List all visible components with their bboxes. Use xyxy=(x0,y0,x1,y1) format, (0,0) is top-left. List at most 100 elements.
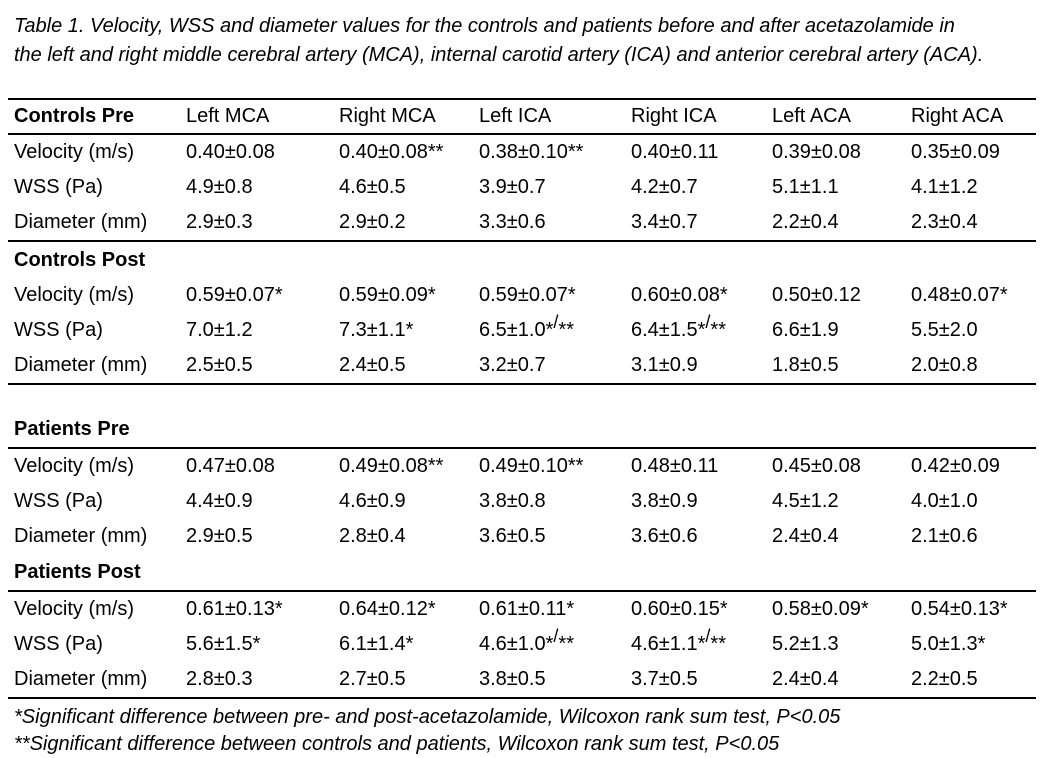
data-cell: 4.6±1.1*/** xyxy=(631,627,726,655)
data-cell: 2.9±0.5 xyxy=(186,525,253,547)
data-cell: 0.50±0.12 xyxy=(772,284,861,306)
data-cell: 2.8±0.3 xyxy=(180,662,333,699)
data-cell: 2.9±0.2 xyxy=(339,211,406,233)
data-cell: 0.58±0.09* xyxy=(772,598,869,620)
data-cell: 3.1±0.9 xyxy=(625,348,766,385)
section-gap-cell xyxy=(8,384,1036,411)
data-cell: 3.4±0.7 xyxy=(631,211,698,233)
data-cell: 5.1±1.1 xyxy=(772,176,839,198)
data-cell: 2.4±0.5 xyxy=(333,348,473,385)
data-cell: 4.9±0.8 xyxy=(186,176,253,198)
row-label: Diameter (mm) xyxy=(8,348,180,385)
data-cell: 0.35±0.09 xyxy=(911,141,1000,163)
data-cell: 0.49±0.10** xyxy=(479,455,584,477)
superscript-slash: / xyxy=(705,313,711,333)
data-cell: 2.1±0.6 xyxy=(911,525,978,547)
caption-line-2: the left and right middle cerebral arter… xyxy=(14,44,984,66)
data-cell: 5.6±1.5* xyxy=(186,633,261,655)
data-cell: 0.45±0.08 xyxy=(772,455,861,477)
header-cell-right-aca: Right ACA xyxy=(905,98,1036,135)
data-cell: 0.49±0.08** xyxy=(339,455,444,477)
data-cell: 2.4±0.4 xyxy=(766,662,905,699)
table-caption: Table 1. Velocity, WSS and diameter valu… xyxy=(14,12,1035,70)
row-label: Velocity (m/s) xyxy=(14,284,135,306)
section-gap xyxy=(8,384,1036,411)
header-cell-left-ica: Left ICA xyxy=(473,98,625,135)
data-cell: 5.5±2.0 xyxy=(911,319,978,341)
table-row: Diameter (mm) 2.9±0.3 2.9±0.2 3.3±0.6 3.4±0.… xyxy=(8,205,1036,241)
data-cell: 3.3±0.6 xyxy=(479,211,546,233)
data-cell: 4.5±1.2 xyxy=(772,490,839,512)
data-cell: 3.8±0.8 xyxy=(479,490,546,512)
data-cell: 2.0±0.8 xyxy=(905,348,1036,385)
data-cell: 4.6±0.5 xyxy=(339,176,406,198)
section-label: Patients Pre xyxy=(8,411,1036,449)
row-label: WSS (Pa) xyxy=(14,176,103,198)
data-cell: 4.6±1.0*/** xyxy=(479,627,574,655)
data-cell: 5.0±1.3* xyxy=(911,633,986,655)
data-cell: 0.60±0.15* xyxy=(631,598,728,620)
table-row: Diameter (mm) 2.5±0.5 2.4±0.5 3.2±0.7 3.1±0.… xyxy=(8,348,1036,385)
table-row: Velocity (m/s) 0.59±0.07* 0.59±0.09* 0.59±0… xyxy=(8,278,1036,313)
header-cell-controls-pre: Controls Pre xyxy=(8,98,180,135)
section-label-row: Patients Pre xyxy=(8,411,1036,449)
data-cell: 0.40±0.08** xyxy=(339,141,444,163)
data-cell: 0.47±0.08 xyxy=(186,455,275,477)
table-row: WSS (Pa) 4.4±0.9 4.6±0.9 3.8±0.8 3.8±0.9 4.5±… xyxy=(8,484,1036,519)
data-cell: 3.6±0.6 xyxy=(631,525,698,547)
table-row: Velocity (m/s) 0.61±0.13* 0.64±0.12* 0.61±0… xyxy=(8,591,1036,627)
table-row: Diameter (mm) 2.9±0.5 2.8±0.4 3.6±0.5 3.6±0.… xyxy=(8,519,1036,554)
data-cell: 0.40±0.11 xyxy=(631,141,719,163)
data-cell: 4.1±1.2 xyxy=(911,176,978,198)
superscript-slash: / xyxy=(553,313,559,333)
data-cell: 2.8±0.4 xyxy=(339,525,406,547)
results-table: Controls Pre Left MCA Right MCA Left ICA… xyxy=(8,98,1036,699)
header-cell-left-mca: Left MCA xyxy=(180,98,333,135)
row-label: WSS (Pa) xyxy=(14,319,103,341)
data-cell: 0.59±0.07* xyxy=(479,284,576,306)
data-cell: 7.0±1.2 xyxy=(186,319,253,341)
row-label: WSS (Pa) xyxy=(14,490,103,512)
data-cell: 5.2±1.3 xyxy=(772,633,839,655)
data-cell: 3.7±0.5 xyxy=(625,662,766,699)
data-cell: 0.48±0.07* xyxy=(911,284,1008,306)
section-label: Patients Post xyxy=(8,554,1036,592)
table-row: WSS (Pa) 4.9±0.8 4.6±0.5 3.9±0.7 4.2±0.7 5.1±… xyxy=(8,170,1036,205)
data-cell: 2.2±0.5 xyxy=(905,662,1036,699)
row-label: Velocity (m/s) xyxy=(14,141,135,163)
data-cell: 2.3±0.4 xyxy=(911,211,978,233)
data-cell: 0.54±0.13* xyxy=(911,598,1008,620)
data-cell: 2.4±0.4 xyxy=(772,525,839,547)
section-label: Controls Post xyxy=(8,240,1036,278)
data-cell: 6.4±1.5*/** xyxy=(631,313,726,341)
data-cell: 1.8±0.5 xyxy=(766,348,905,385)
row-label: WSS (Pa) xyxy=(14,633,103,655)
data-cell: 0.59±0.07* xyxy=(186,284,283,306)
caption-line-1: Table 1. Velocity, WSS and diameter valu… xyxy=(14,15,955,37)
table-row: Diameter (mm) 2.8±0.3 2.7±0.5 3.8±0.5 3.7±0.… xyxy=(8,662,1036,699)
data-cell: 3.2±0.7 xyxy=(473,348,625,385)
row-label: Velocity (m/s) xyxy=(14,455,135,477)
data-cell: 0.61±0.13* xyxy=(186,598,283,620)
table-row: Velocity (m/s) 0.40±0.08 0.40±0.08** 0.38±0… xyxy=(8,134,1036,170)
data-cell: 2.2±0.4 xyxy=(772,211,839,233)
data-cell: 6.6±1.9 xyxy=(772,319,839,341)
data-cell: 0.42±0.09 xyxy=(911,455,1000,477)
data-cell: 0.64±0.12* xyxy=(339,598,436,620)
data-cell: 0.48±0.11 xyxy=(631,455,719,477)
section-label-row: Controls Post xyxy=(8,240,1036,278)
table-row: Velocity (m/s) 0.47±0.08 0.49±0.08** 0.49±0… xyxy=(8,448,1036,484)
data-cell: 3.8±0.5 xyxy=(473,662,625,699)
table-row: WSS (Pa) 5.6±1.5* 6.1±1.4* 4.6±1.0*/** 4.6±1… xyxy=(8,627,1036,662)
data-cell: 0.38±0.10** xyxy=(479,141,584,163)
data-cell: 3.6±0.5 xyxy=(479,525,546,547)
row-label: Diameter (mm) xyxy=(14,525,148,547)
header-cell-right-mca: Right MCA xyxy=(333,98,473,135)
data-cell: 2.7±0.5 xyxy=(333,662,473,699)
footnote-single-asterisk: *Significant difference between pre- and… xyxy=(14,706,841,728)
row-label: Diameter (mm) xyxy=(8,662,180,699)
header-cell-left-aca: Left ACA xyxy=(766,98,905,135)
superscript-slash: / xyxy=(705,627,711,647)
row-label: Velocity (m/s) xyxy=(14,598,135,620)
data-cell: 4.6±0.9 xyxy=(339,490,406,512)
